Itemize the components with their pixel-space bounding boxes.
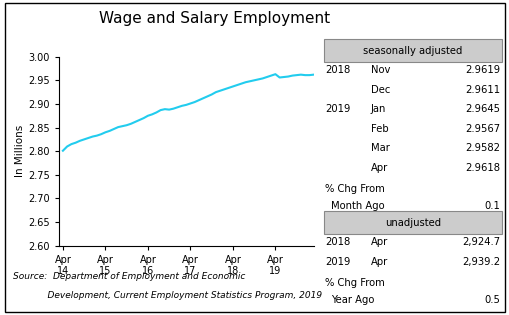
Y-axis label: In Millions: In Millions <box>15 125 25 177</box>
Text: Feb: Feb <box>370 124 388 134</box>
Text: 2,924.7: 2,924.7 <box>461 237 499 247</box>
Text: Month Ago: Month Ago <box>330 201 384 211</box>
Text: 0.5: 0.5 <box>484 295 499 305</box>
Text: 2.9618: 2.9618 <box>464 163 499 173</box>
Text: Apr: Apr <box>370 237 387 247</box>
Text: Nov: Nov <box>370 65 389 75</box>
Text: 2018: 2018 <box>324 65 350 75</box>
Text: Dec: Dec <box>370 85 389 95</box>
Text: 2.9619: 2.9619 <box>464 65 499 75</box>
Text: Apr: Apr <box>370 257 387 267</box>
Text: Apr: Apr <box>370 163 387 173</box>
Text: Mar: Mar <box>370 143 389 153</box>
Text: % Chg From: % Chg From <box>324 184 384 194</box>
Text: 2018: 2018 <box>324 237 350 247</box>
Text: 2,939.2: 2,939.2 <box>461 257 499 267</box>
Text: 2.9567: 2.9567 <box>464 124 499 134</box>
Text: Year Ago: Year Ago <box>330 295 374 305</box>
Text: 2019: 2019 <box>324 104 350 114</box>
Text: 2.9582: 2.9582 <box>464 143 499 153</box>
Text: unadjusted: unadjusted <box>384 218 440 228</box>
Text: 2.9611: 2.9611 <box>464 85 499 95</box>
Text: 2.9645: 2.9645 <box>464 104 499 114</box>
Text: 2019: 2019 <box>324 257 350 267</box>
Text: Jan: Jan <box>370 104 385 114</box>
Text: seasonally adjusted: seasonally adjusted <box>363 46 462 56</box>
Text: % Chg From: % Chg From <box>324 278 384 288</box>
Text: Wage and Salary Employment: Wage and Salary Employment <box>98 11 329 26</box>
Text: 0.1: 0.1 <box>484 201 499 211</box>
Text: Development, Current Employment Statistics Program, 2019: Development, Current Employment Statisti… <box>13 291 321 301</box>
Text: Source:  Department of Employment and Economic: Source: Department of Employment and Eco… <box>13 272 245 282</box>
